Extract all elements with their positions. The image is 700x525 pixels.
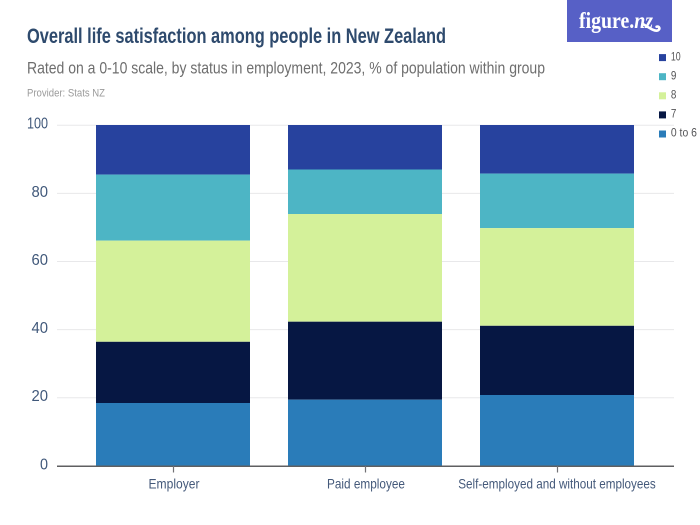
svg-text:20: 20: [32, 388, 49, 405]
svg-text:80: 80: [32, 184, 49, 201]
svg-text:9: 9: [671, 69, 677, 83]
svg-text:Rated on a 0-10 scale, by stat: Rated on a 0-10 scale, by status in empl…: [27, 59, 545, 78]
svg-text:40: 40: [32, 320, 49, 337]
svg-text:Overall life satisfaction amon: Overall life satisfaction among people i…: [27, 25, 446, 48]
svg-text:0 to 6: 0 to 6: [671, 126, 697, 140]
svg-text:Provider: Stats NZ: Provider: Stats NZ: [27, 88, 105, 100]
svg-text:Employer: Employer: [149, 476, 200, 491]
svg-text:Self-employed and without empl: Self-employed and without employees: [458, 476, 656, 491]
svg-text:8: 8: [671, 88, 677, 102]
svg-text:7: 7: [671, 107, 677, 121]
svg-text:0: 0: [40, 456, 48, 473]
svg-text:10: 10: [671, 49, 681, 63]
svg-text:100: 100: [27, 116, 48, 133]
svg-text:60: 60: [32, 252, 49, 269]
svg-text:figure.nz: figure.nz: [579, 8, 653, 33]
svg-text:Paid employee: Paid employee: [327, 476, 405, 491]
